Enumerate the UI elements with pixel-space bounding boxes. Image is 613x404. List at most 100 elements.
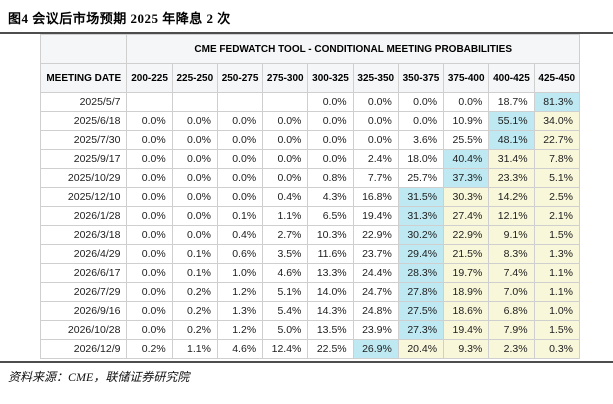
table-row: 2026/3/18 0.0% 0.0% 0.4% 2.7% 10.3% 22.9% 30.2%… xyxy=(39,225,581,245)
table-row: 2026/9/16 0.0% 0.2% 1.3% 5.4% 14.3% 24.8% 27.5%… xyxy=(39,301,581,321)
probability-cell: 1.1% xyxy=(171,339,218,359)
table-row: 2025/12/10 0.0% 0.0% 0.0% 0.4% 4.3% 16.8% 31.5%… xyxy=(39,187,581,207)
probability-cell: 0.0% xyxy=(352,92,399,112)
probability-cell: 0.0% xyxy=(171,111,218,131)
probability-cell: 0.0% xyxy=(397,92,445,112)
probability-cell: 1.1% xyxy=(533,282,581,302)
probability-cell: 2.5% xyxy=(533,187,581,207)
probability-cell: 13.3% xyxy=(307,263,354,283)
probability-cell: 19.4% xyxy=(352,206,399,226)
table-row: 2026/1/28 0.0% 0.0% 0.1% 1.1% 6.5% 19.4% 31.3% 2… xyxy=(39,206,581,226)
probability-cell: 0.0% xyxy=(307,111,354,131)
probability-cell: 10.9% xyxy=(443,111,490,131)
probability-cell: 0.0% xyxy=(126,244,173,264)
probability-cell: 1.2% xyxy=(216,320,264,340)
probability-cell: 0.0% xyxy=(262,111,309,131)
probability-cell: 1.1% xyxy=(262,206,309,226)
probability-cell: 0.0% xyxy=(352,130,399,150)
probability-cell: 81.3% xyxy=(533,92,581,112)
probability-cell: 2.7% xyxy=(262,225,309,245)
probability-cell: 9.1% xyxy=(488,225,535,245)
probability-cell: 2.4% xyxy=(352,149,399,169)
probability-cell: 0.0% xyxy=(126,187,173,207)
bottom-rule xyxy=(0,361,613,363)
probability-cell: 22.7% xyxy=(533,130,581,150)
rate-range-header: 275-300 xyxy=(262,63,309,93)
probability-cell: 27.8% xyxy=(397,282,445,302)
meeting-date-cell: 2025/12/10 xyxy=(39,187,128,207)
probability-cell: 28.3% xyxy=(397,263,445,283)
probability-cell: 0.0% xyxy=(126,263,173,283)
probability-cell: 13.5% xyxy=(307,320,354,340)
probability-cell: 7.0% xyxy=(488,282,535,302)
probability-cell: 31.3% xyxy=(397,206,445,226)
probability-cell: 11.6% xyxy=(307,244,354,264)
probability-cell: 55.1% xyxy=(488,111,535,131)
probability-cell: 24.7% xyxy=(352,282,399,302)
probability-cell: 29.4% xyxy=(397,244,445,264)
probability-cell: 22.5% xyxy=(307,339,354,359)
probability-cell: 0.0% xyxy=(171,130,218,150)
probability-cell: 19.7% xyxy=(443,263,490,283)
probability-cell: 0.3% xyxy=(533,339,581,359)
probability-cell: 40.4% xyxy=(443,149,490,169)
meeting-date-cell: 2026/10/28 xyxy=(39,320,128,340)
probability-cell: 0.8% xyxy=(307,168,354,188)
probability-cell: 5.1% xyxy=(262,282,309,302)
probability-cell: 7.7% xyxy=(352,168,399,188)
probability-cell: 0.2% xyxy=(126,339,173,359)
table-row: 2025/5/7 0.0% 0.0% 0.0% 0.0% 18.7% 81.3% xyxy=(39,92,581,112)
probability-cell: 0.0% xyxy=(126,320,173,340)
table-row: 2026/10/28 0.0% 0.2% 1.2% 5.0% 13.5% 23.9% 27.3… xyxy=(39,320,581,340)
probability-cell: 4.6% xyxy=(216,339,264,359)
probability-cell: 3.5% xyxy=(262,244,309,264)
meeting-date-cell: 2026/6/17 xyxy=(39,263,128,283)
probability-cell: 23.7% xyxy=(352,244,399,264)
probability-cell: 0.0% xyxy=(171,206,218,226)
probability-cell: 20.4% xyxy=(397,339,445,359)
probability-cell: 12.4% xyxy=(262,339,309,359)
probability-cell: 0.1% xyxy=(171,244,218,264)
probability-cell: 18.9% xyxy=(443,282,490,302)
probability-cell: 0.0% xyxy=(307,149,354,169)
probability-cell: 0.0% xyxy=(216,111,264,131)
probability-cell: 3.6% xyxy=(397,130,445,150)
probability-cell: 0.4% xyxy=(216,225,264,245)
probability-cell: 0.0% xyxy=(126,111,173,131)
probability-cell: 24.8% xyxy=(352,301,399,321)
probability-cell: 14.0% xyxy=(307,282,354,302)
rate-range-header: 350-375 xyxy=(397,63,445,93)
table-row: 2025/9/17 0.0% 0.0% 0.0% 0.0% 0.0% 2.4% 18.0% 40… xyxy=(39,149,581,169)
probability-cell: 48.1% xyxy=(488,130,535,150)
probability-cell: 0.1% xyxy=(171,263,218,283)
probability-cell: 0.0% xyxy=(126,225,173,245)
probability-cell: 0.2% xyxy=(171,320,218,340)
probability-cell: 8.3% xyxy=(488,244,535,264)
probability-cell: 0.0% xyxy=(126,168,173,188)
probability-cell: 0.0% xyxy=(126,282,173,302)
probability-cell: 18.7% xyxy=(488,92,535,112)
probability-cell: 1.3% xyxy=(533,244,581,264)
probability-cell: 22.9% xyxy=(443,225,490,245)
probability-cell: 1.3% xyxy=(216,301,264,321)
probability-cell: 7.8% xyxy=(533,149,581,169)
probability-cell: 4.3% xyxy=(307,187,354,207)
probability-cell xyxy=(126,92,173,112)
meeting-date-cell: 2026/4/29 xyxy=(39,244,128,264)
probability-cell xyxy=(216,92,264,112)
column-header-row: MEETING DATE 200-225 225-250 250-275 275… xyxy=(39,63,581,93)
probability-cell: 4.6% xyxy=(262,263,309,283)
probability-cell: 0.0% xyxy=(171,168,218,188)
probability-cell: 9.3% xyxy=(443,339,490,359)
probability-cell: 25.5% xyxy=(443,130,490,150)
table-row: 2025/6/18 0.0% 0.0% 0.0% 0.0% 0.0% 0.0% 0.0% 10.… xyxy=(39,111,581,131)
probability-cell: 0.0% xyxy=(307,92,354,112)
probability-cell: 0.0% xyxy=(262,130,309,150)
probability-cell: 0.0% xyxy=(262,149,309,169)
probability-cell: 26.9% xyxy=(352,339,399,359)
probability-cell: 27.5% xyxy=(397,301,445,321)
table-row: 2026/7/29 0.0% 0.2% 1.2% 5.1% 14.0% 24.7% 27.8%… xyxy=(39,282,581,302)
probability-cell: 1.2% xyxy=(216,282,264,302)
probability-cell: 0.0% xyxy=(443,92,490,112)
table-row: 2026/12/9 0.2% 1.1% 4.6% 12.4% 22.5% 26.9% 20.4… xyxy=(39,339,581,359)
